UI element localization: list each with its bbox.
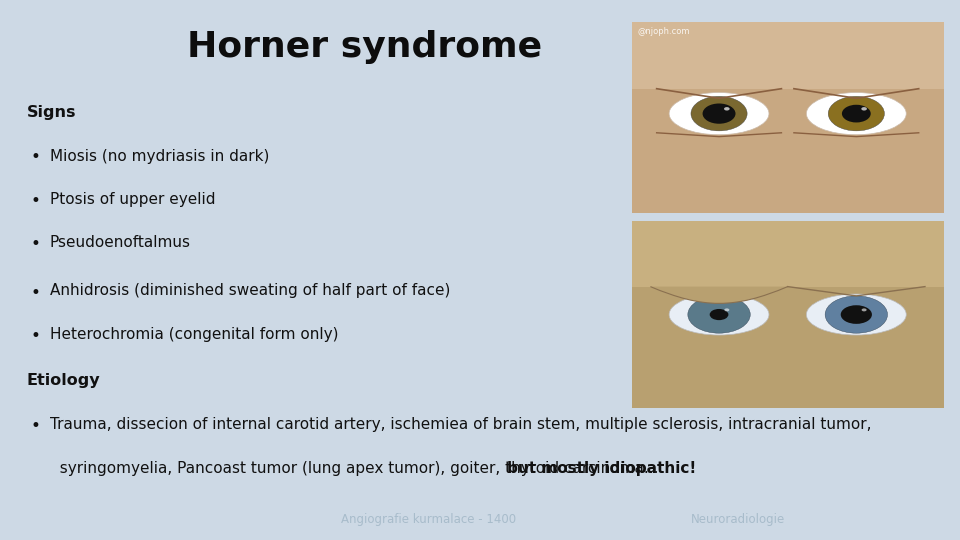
Ellipse shape [709, 309, 729, 320]
Ellipse shape [687, 296, 751, 333]
Ellipse shape [806, 294, 906, 335]
Ellipse shape [725, 308, 730, 312]
FancyBboxPatch shape [632, 22, 944, 89]
FancyBboxPatch shape [632, 89, 944, 213]
Ellipse shape [862, 308, 867, 312]
Text: syringomyelia, Pancoast tumor (lung apex tumor), goiter, thyroid carcinoma...: syringomyelia, Pancoast tumor (lung apex… [50, 461, 663, 476]
Text: •: • [31, 284, 40, 301]
Text: but mostly idiopathic!: but mostly idiopathic! [507, 461, 696, 476]
Text: Ptosis of upper eyelid: Ptosis of upper eyelid [50, 192, 215, 207]
Text: Heterochromia (congenital form only): Heterochromia (congenital form only) [50, 327, 339, 342]
Ellipse shape [669, 294, 769, 335]
Text: Anhidrosis (diminished sweating of half part of face): Anhidrosis (diminished sweating of half … [50, 284, 450, 299]
Text: •: • [31, 235, 40, 253]
Text: •: • [31, 192, 40, 210]
Ellipse shape [841, 305, 872, 324]
Text: Angiografie kurmalace - 1400: Angiografie kurmalace - 1400 [341, 514, 516, 526]
Text: Etiology: Etiology [27, 373, 101, 388]
FancyBboxPatch shape [632, 221, 944, 287]
Text: •: • [31, 417, 40, 435]
Text: •: • [31, 148, 40, 166]
Ellipse shape [669, 92, 769, 134]
Text: Pseudoenoftalmus: Pseudoenoftalmus [50, 235, 191, 250]
Text: Neuroradiologie: Neuroradiologie [691, 514, 785, 526]
Ellipse shape [842, 105, 871, 123]
Text: Signs: Signs [27, 105, 77, 120]
FancyBboxPatch shape [632, 287, 944, 408]
Ellipse shape [703, 104, 735, 124]
Ellipse shape [691, 96, 747, 131]
Text: @njoph.com: @njoph.com [638, 28, 690, 36]
Text: Miosis (no mydriasis in dark): Miosis (no mydriasis in dark) [50, 148, 270, 164]
PathPatch shape [651, 287, 787, 303]
Ellipse shape [861, 107, 867, 111]
Text: •: • [31, 327, 40, 345]
Text: Horner syndrome: Horner syndrome [187, 30, 542, 64]
Ellipse shape [806, 92, 906, 134]
Text: Trauma, dissecion of internal carotid artery, ischemiea of brain stem, multiple : Trauma, dissecion of internal carotid ar… [50, 417, 872, 432]
Ellipse shape [724, 107, 730, 111]
Ellipse shape [825, 296, 888, 333]
Ellipse shape [828, 96, 884, 131]
